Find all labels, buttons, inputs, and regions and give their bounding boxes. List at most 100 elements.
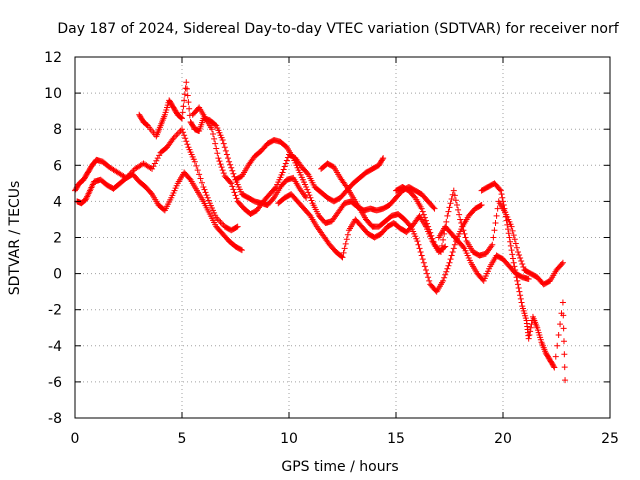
data-point-interp — [504, 221, 511, 228]
data-point-interp — [341, 189, 348, 196]
data-point-interp — [344, 231, 351, 238]
data-point-interp — [517, 273, 524, 280]
data-point-interp — [549, 362, 556, 369]
data-point-interp — [86, 189, 93, 196]
data-point-interp — [231, 189, 238, 196]
data-point-interp — [443, 268, 450, 275]
data-point-interp — [561, 364, 568, 371]
data-point-interp — [337, 252, 344, 259]
data-point-interp — [520, 263, 527, 270]
data-point-interp — [470, 208, 477, 215]
y-tick-label: 0 — [53, 267, 62, 283]
data-point-interp — [177, 114, 184, 121]
data-point-interp — [186, 112, 193, 119]
data-point-interp — [555, 331, 562, 338]
data-point-interp — [500, 198, 506, 205]
data-point-interp — [185, 99, 192, 106]
y-tick-label: 10 — [44, 86, 62, 102]
data-point-interp — [554, 342, 561, 349]
data-point-interp — [462, 234, 469, 241]
data-point — [200, 183, 207, 190]
data-point-interp — [421, 214, 428, 221]
data-point — [562, 377, 569, 384]
data-point-interp — [557, 321, 564, 328]
data-point-interp — [308, 197, 315, 204]
data-point-interp — [516, 251, 523, 258]
data-point-interp — [363, 228, 370, 235]
data-point-interp — [184, 92, 191, 99]
data-point-interp — [349, 192, 356, 199]
data-point-interp — [178, 114, 185, 121]
data-point — [183, 79, 190, 86]
data-point-interp — [220, 170, 227, 177]
data-point-interp — [421, 263, 428, 270]
series-track-j — [478, 180, 569, 384]
data-point-interp — [233, 224, 240, 231]
data-point-interp — [173, 109, 180, 116]
data-point-interp — [379, 156, 386, 163]
data-point-interp — [445, 208, 452, 215]
data-point-interp — [181, 132, 188, 139]
data-point-interp — [354, 176, 361, 183]
data-point-interp — [513, 274, 520, 281]
data-point-interp — [427, 229, 434, 236]
data-point-interp — [276, 185, 283, 192]
data-point-interp — [281, 179, 288, 186]
data-point-interp — [447, 256, 454, 263]
data-point-interp — [330, 246, 337, 253]
data-point-interp — [524, 275, 531, 282]
data-point-interp — [517, 295, 524, 302]
data-point-interp — [264, 193, 271, 200]
y-tick-label: 12 — [44, 50, 62, 66]
data-point-interp — [430, 204, 437, 211]
data-point-interp — [315, 187, 322, 194]
data-point-interp — [422, 217, 429, 224]
data-point-interp — [227, 161, 234, 168]
data-point-interp — [74, 182, 81, 189]
data-point-interp — [193, 106, 200, 113]
data-point-interp — [448, 195, 455, 202]
y-tick-label: 4 — [53, 194, 62, 210]
data-point-interp — [230, 170, 237, 177]
data-point — [420, 259, 427, 266]
data-point-interp — [452, 235, 459, 242]
data-point-interp — [498, 191, 505, 198]
data-point-interp — [336, 173, 343, 180]
data-point-interp — [186, 105, 193, 112]
data-point-interp — [525, 332, 532, 339]
data-point-interp — [473, 268, 480, 275]
data-point-interp — [439, 242, 446, 249]
data-point-interp — [216, 158, 223, 165]
data-point-interp — [494, 205, 501, 212]
data-point-interp — [305, 210, 312, 217]
data-point-interp — [490, 234, 497, 241]
data-point-interp — [514, 277, 521, 284]
data-point — [215, 155, 222, 162]
data-point-interp — [449, 248, 456, 255]
grid-lines — [75, 57, 610, 418]
data-point-interp — [417, 203, 424, 210]
data-point-interp — [410, 186, 417, 193]
data-point-interp — [378, 157, 385, 164]
data-point-interp — [426, 226, 433, 233]
data-point-interp — [422, 195, 429, 202]
data-point-interp — [232, 192, 239, 199]
data-point-interp — [451, 192, 458, 199]
data-point-interp — [493, 212, 500, 219]
data-point-interp — [271, 186, 278, 193]
data-point-interp — [314, 210, 321, 217]
data-point-interp — [342, 240, 349, 247]
data-point-interp — [199, 196, 206, 203]
data-point — [226, 158, 233, 165]
data-point-interp — [406, 222, 413, 229]
axis-ticks: 0 5 10 15 20 25 -8 -6 -4 -2 0 2 4 6 8 10 12 — [44, 50, 619, 447]
data-point-interp — [142, 120, 149, 127]
data-point-interp — [532, 273, 539, 280]
data-point-interp — [509, 251, 516, 258]
data-point-interp — [450, 245, 457, 252]
data-point-interp — [295, 167, 302, 174]
data-point-interp — [322, 192, 329, 199]
data-point-interp — [218, 164, 225, 171]
data-point-interp — [425, 274, 432, 281]
